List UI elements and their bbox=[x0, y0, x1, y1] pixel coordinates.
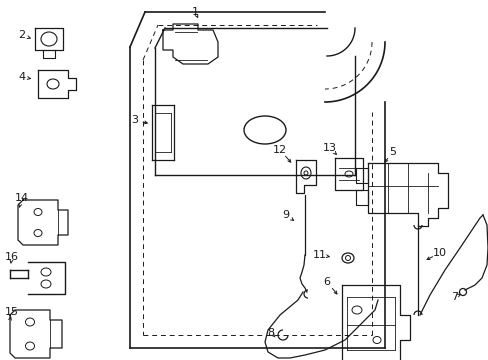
Text: 4: 4 bbox=[19, 72, 25, 82]
Text: 15: 15 bbox=[5, 307, 19, 317]
Text: 1: 1 bbox=[191, 7, 198, 17]
Text: 13: 13 bbox=[323, 143, 336, 153]
Text: 8: 8 bbox=[267, 328, 274, 338]
Text: 3: 3 bbox=[131, 115, 138, 125]
Text: 2: 2 bbox=[19, 30, 25, 40]
Text: 11: 11 bbox=[312, 250, 326, 260]
Text: 5: 5 bbox=[389, 147, 396, 157]
Text: 10: 10 bbox=[432, 248, 446, 258]
Text: 7: 7 bbox=[450, 292, 458, 302]
Text: 6: 6 bbox=[323, 277, 330, 287]
Text: 12: 12 bbox=[272, 145, 286, 155]
Text: 14: 14 bbox=[15, 193, 29, 203]
Text: 16: 16 bbox=[5, 252, 19, 262]
Text: 9: 9 bbox=[282, 210, 289, 220]
